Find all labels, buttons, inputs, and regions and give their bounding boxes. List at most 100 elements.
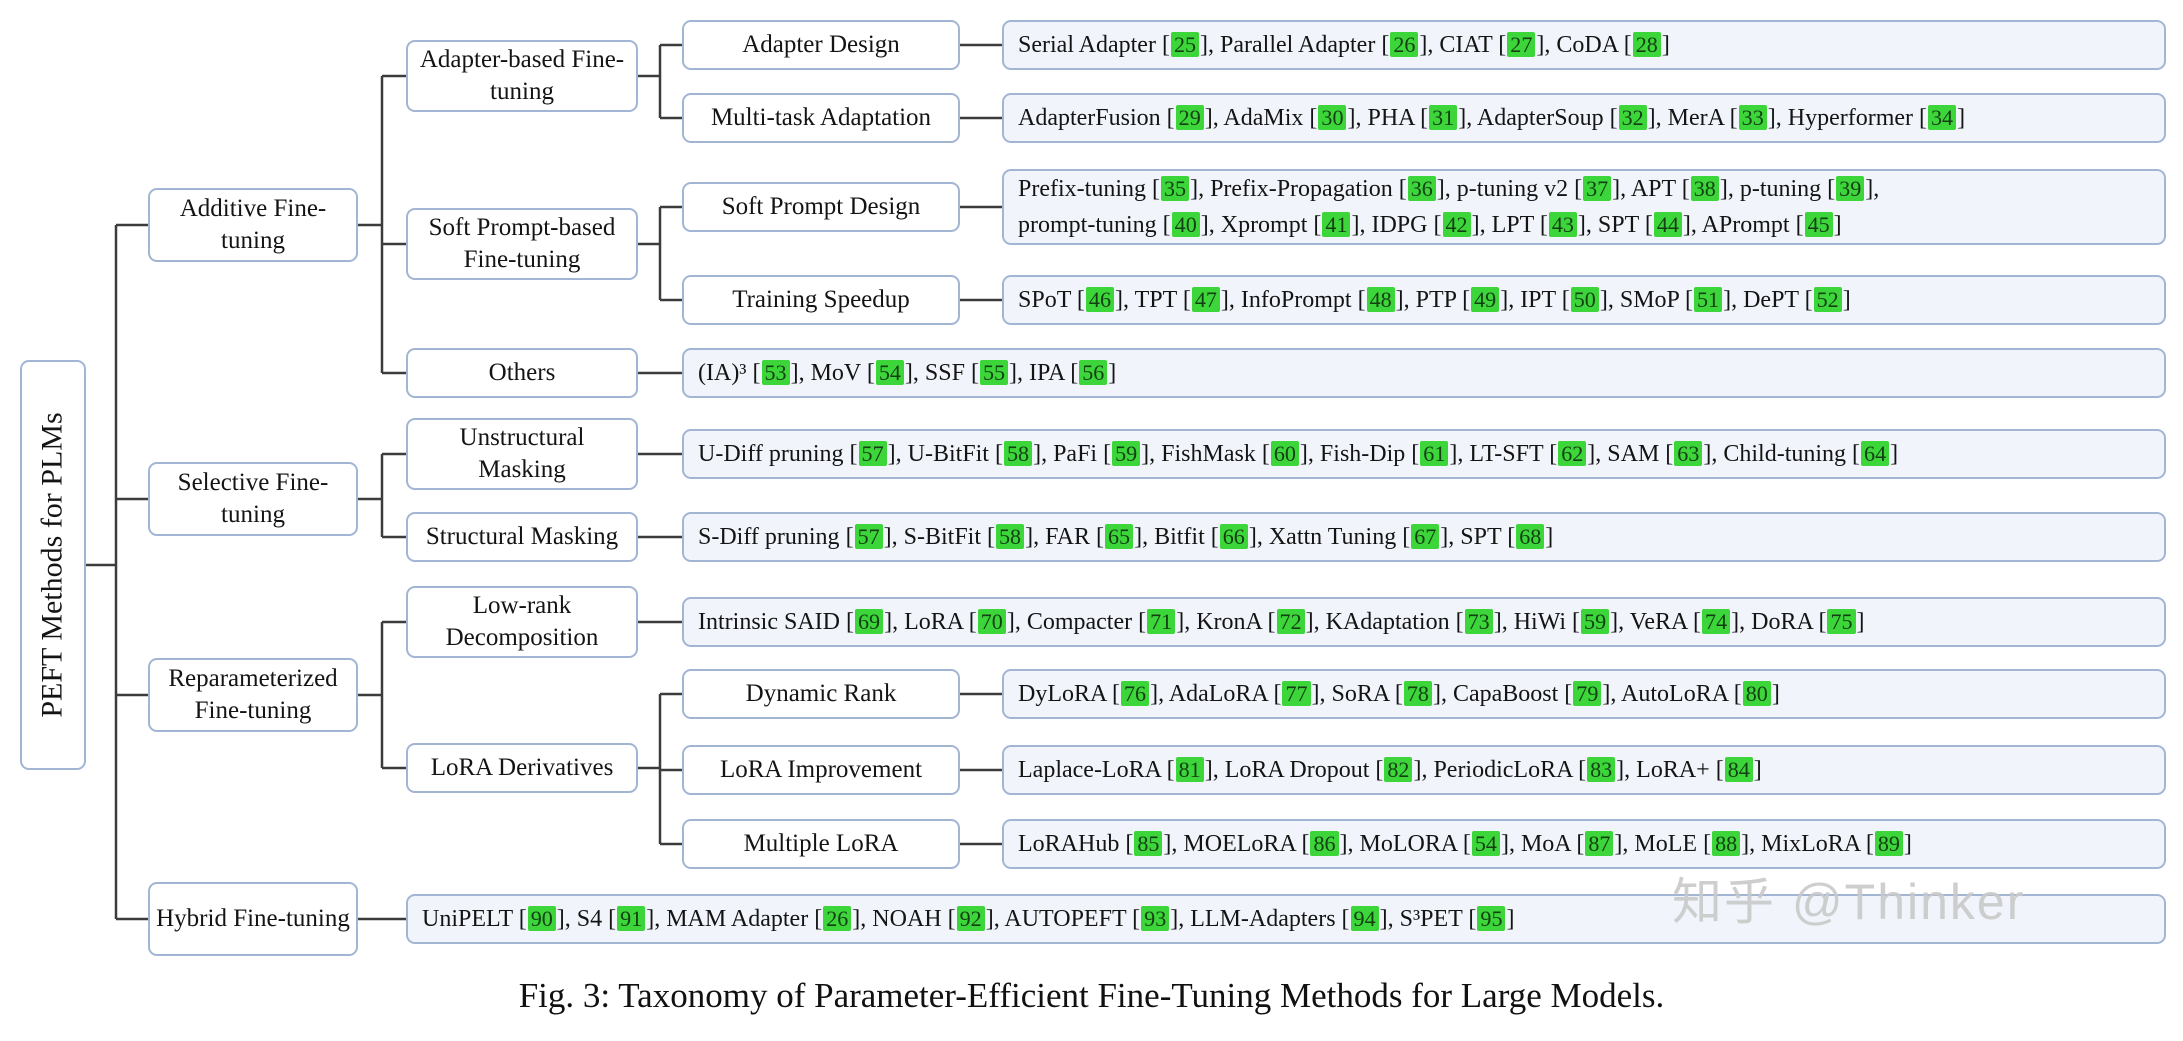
citation-link[interactable]: 52 [1813,287,1842,313]
leaf-structural-masking-methods: S-Diff pruning [57], S-BitFit [58], FAR … [682,512,2166,562]
citation-link[interactable]: 84 [1724,757,1753,783]
citation-link[interactable]: 86 [1310,831,1339,857]
node-label: Hybrid Fine-tuning [156,904,350,932]
node-label: Additive Fine-tuning [179,194,327,255]
citation-link[interactable]: 50 [1570,287,1599,313]
citation-link[interactable]: 59 [1581,609,1610,635]
citation-link[interactable]: 33 [1738,105,1767,131]
citation-link[interactable]: 48 [1366,287,1395,313]
citation-link[interactable]: 68 [1516,524,1545,550]
node-label: Structural Masking [425,522,619,550]
citation-link[interactable]: 27 [1507,32,1536,58]
citation-link[interactable]: 73 [1464,609,1493,635]
citation-link[interactable]: 28 [1632,32,1661,58]
citation-link[interactable]: 88 [1712,831,1741,857]
citation-link[interactable]: 91 [617,906,646,932]
node-label: LoRA Derivatives [430,753,614,781]
citation-link[interactable]: 71 [1147,609,1176,635]
citation-link[interactable]: 61 [1420,441,1449,467]
node-others: Others [406,348,638,398]
node-low-rank-decomposition: Low-rank Decomposition [406,586,638,658]
citation-link[interactable]: 79 [1573,681,1602,707]
citation-link[interactable]: 46 [1085,287,1114,313]
citation-link[interactable]: 31 [1429,105,1458,131]
citation-link[interactable]: 41 [1322,212,1351,238]
citation-link[interactable]: 56 [1079,360,1108,386]
citation-link[interactable]: 62 [1558,441,1587,467]
citation-link[interactable]: 95 [1477,906,1506,932]
citation-link[interactable]: 58 [996,524,1025,550]
citation-link[interactable]: 75 [1827,609,1856,635]
node-dynamic-rank: Dynamic Rank [682,669,960,719]
citation-link[interactable]: 54 [1471,831,1500,857]
citation-link[interactable]: 77 [1282,681,1311,707]
citation-link[interactable]: 38 [1690,176,1719,202]
citation-link[interactable]: 94 [1350,906,1379,932]
citation-link[interactable]: 37 [1583,176,1612,202]
citation-link[interactable]: 60 [1270,441,1299,467]
citation-link[interactable]: 35 [1160,176,1190,202]
citation-link[interactable]: 89 [1874,831,1903,857]
citation-link[interactable]: 64 [1861,441,1890,467]
node-label: LoRA Improvement [719,755,923,783]
citation-link[interactable]: 36 [1407,176,1436,202]
citation-link[interactable]: 26 [1390,32,1419,58]
citation-link[interactable]: 76 [1121,681,1150,707]
citation-link[interactable]: 25 [1170,32,1200,58]
citation-link[interactable]: 81 [1175,757,1204,783]
citation-link[interactable]: 40 [1171,212,1200,238]
node-selective-fine-tuning: Selective Fine-tuning [148,462,358,536]
citation-link[interactable]: 26 [823,906,852,932]
citation-link[interactable]: 59 [1112,441,1141,467]
citation-link[interactable]: 83 [1587,757,1616,783]
citation-link[interactable]: 65 [1105,524,1134,550]
node-label: Multiple LoRA [743,829,899,857]
citation-link[interactable]: 51 [1694,287,1723,313]
citation-link[interactable]: 93 [1141,906,1170,932]
citation-link[interactable]: 39 [1836,176,1865,202]
leaf-low-rank-decomposition-methods: Intrinsic SAID [69], LoRA [70], Compacte… [682,597,2166,647]
citation-link[interactable]: 78 [1403,681,1432,707]
citation-link[interactable]: 85 [1134,831,1163,857]
citation-link[interactable]: 57 [858,441,887,467]
node-adapter-design: Adapter Design [682,20,960,70]
node-label: Others [488,358,556,386]
citation-link[interactable]: 29 [1175,105,1204,131]
citation-link[interactable]: 72 [1276,609,1305,635]
citation-link[interactable]: 57 [854,524,883,550]
citation-link[interactable]: 30 [1318,105,1347,131]
citation-link[interactable]: 53 [761,360,790,386]
citation-link[interactable]: 82 [1384,757,1413,783]
leaf-unstructural-masking-methods: U-Diff pruning [57], U-BitFit [58], PaFi… [682,429,2166,479]
citation-link[interactable]: 42 [1442,212,1471,238]
citation-link[interactable]: 58 [1003,441,1033,467]
citation-link[interactable]: 34 [1928,105,1957,131]
citation-link[interactable]: 69 [854,609,884,635]
citation-link[interactable]: 90 [527,906,556,932]
citation-link[interactable]: 49 [1471,287,1500,313]
citation-link[interactable]: 45 [1804,212,1833,238]
figure-caption: Fig. 3: Taxonomy of Parameter-Efficient … [518,976,1665,1015]
citation-link[interactable]: 70 [977,609,1006,635]
node-label: Soft Prompt Design [721,192,921,220]
node-label: Selective Fine-tuning [177,468,329,529]
citation-link[interactable]: 67 [1411,524,1440,550]
citation-link[interactable]: 43 [1548,212,1577,238]
citation-link[interactable]: 74 [1702,609,1731,635]
citation-link[interactable]: 44 [1653,212,1682,238]
node-label: Soft Prompt-based Fine-tuning [428,213,616,274]
leaf-others-methods: (IA)³ [53], MoV [54], SSF [55], IPA [56] [682,348,2166,398]
citation-link[interactable]: 47 [1191,287,1220,313]
node-label: Unstructural Masking [459,423,585,484]
citation-link[interactable]: 80 [1742,681,1771,707]
citation-link[interactable]: 55 [979,360,1009,386]
citation-link[interactable]: 92 [956,906,985,932]
citation-link[interactable]: 63 [1674,441,1703,467]
citation-link[interactable]: 32 [1618,105,1647,131]
node-soft-prompt-design: Soft Prompt Design [682,182,960,232]
node-additive-fine-tuning: Additive Fine-tuning [148,188,358,262]
citation-link[interactable]: 54 [875,360,904,386]
citation-link[interactable]: 66 [1219,524,1248,550]
citation-link[interactable]: 87 [1585,831,1614,857]
node-lora-derivatives: LoRA Derivatives [406,743,638,793]
